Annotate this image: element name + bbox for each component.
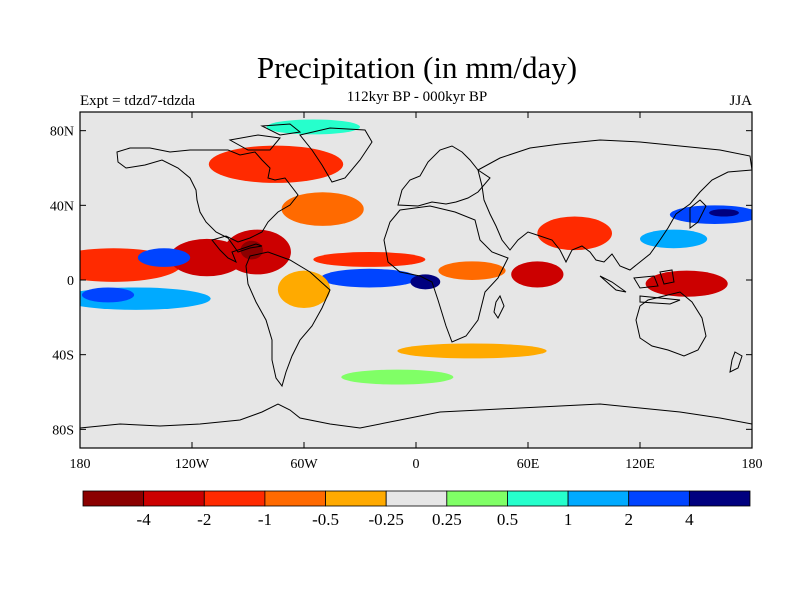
lon-tick-label: 180: [70, 457, 91, 472]
colorbar: [82, 490, 751, 507]
lon-tick-label: 0: [413, 457, 420, 472]
colorbar-swatch: [325, 490, 387, 507]
coastline-asia: [477, 139, 752, 271]
anomaly-s-pacific-wet-band: [80, 287, 211, 310]
coastline-arctic-islands: [228, 123, 302, 151]
lon-tick-label: 180: [742, 457, 763, 472]
colorbar-swatch: [446, 490, 508, 507]
colorbar-label: 0.5: [497, 510, 518, 529]
anomaly-west-pacific-wet: [640, 229, 708, 249]
anomaly-east-asia-wet-core: [709, 209, 739, 217]
lat-tick-label: 0: [67, 274, 74, 289]
coastline-layer: [80, 123, 752, 429]
coastline-japan: [689, 199, 707, 229]
anomaly-north-atlantic-dry: [281, 192, 364, 226]
coastline-new-zealand: [729, 351, 743, 373]
colorbar-labels: -4 -2 -1 -0.5 -0.25 0.25 0.5 1 2 4: [137, 510, 695, 529]
coastline-north-america: [116, 147, 299, 264]
chart-title: Precipitation (in mm/day): [256, 50, 578, 85]
axis-tick-labels: 80N 40N 0 40S 80S 180 120W 60W 0 60E 120E 180: [50, 125, 763, 472]
colorbar-label: -2: [197, 510, 211, 529]
lat-tick-label: 80N: [50, 125, 74, 140]
colorbar-label: 1: [564, 510, 573, 529]
anomaly-india-dry: [537, 216, 613, 251]
anomaly-pacific-itcz-wetter: [137, 248, 191, 267]
lat-tick-label: 40S: [52, 349, 74, 364]
coastline-europe: [397, 145, 491, 207]
lat-tick-label: 80S: [52, 423, 74, 438]
coastline-south-america: [245, 251, 331, 388]
colorbar-label: -0.5: [312, 510, 339, 529]
anomaly-layer: [80, 119, 752, 385]
anomaly-africa-dry: [438, 261, 506, 280]
colorbar-swatch: [203, 490, 266, 507]
coastline-africa: [383, 205, 509, 343]
anomaly-southern-ocean-wet: [341, 369, 454, 385]
anomaly-s-pacific-wet-core: [81, 287, 135, 303]
anomaly-atlantic-drier-north: [313, 252, 426, 267]
anomaly-southern-ocean-dry: [397, 343, 547, 359]
lon-tick-label: 120E: [625, 457, 655, 472]
colorbar-swatch: [567, 490, 630, 507]
anomaly-arctic-wet: [266, 119, 361, 135]
colorbar-label: -1: [258, 510, 272, 529]
coastline-greenland: [299, 127, 373, 183]
colorbar-label: 2: [624, 510, 633, 529]
coastline-antarctica: [80, 403, 752, 429]
colorbar-label: 0.25: [432, 510, 462, 529]
anomaly-maritime-dry: [645, 270, 728, 297]
chart-subtitle: 112kyr BP - 000kyr BP: [346, 89, 488, 105]
anomaly-south-america-dry: [277, 270, 331, 309]
anomaly-canada-dry: [208, 145, 344, 183]
colorbar-label: 4: [685, 510, 694, 529]
anomaly-atlantic-itcz-wetter: [320, 268, 418, 288]
colorbar-label: -4: [137, 510, 152, 529]
colorbar-swatch: [264, 490, 326, 507]
lon-tick-label: 60W: [290, 457, 318, 472]
axis-ticks: [79, 112, 753, 448]
colorbar-swatch: [688, 490, 751, 507]
colorbar-swatch: [82, 490, 145, 507]
season-label: JJA: [729, 93, 752, 109]
lon-tick-label: 60E: [517, 457, 540, 472]
coastline-madagascar: [493, 294, 505, 319]
experiment-label: Expt = tdzd7-tdzda: [80, 93, 196, 109]
anomaly-indian-ocean-dry: [511, 261, 564, 288]
anomaly-atlantic-itcz-core: [410, 274, 441, 290]
colorbar-swatch: [385, 490, 448, 507]
lon-tick-label: 120W: [175, 457, 210, 472]
lat-tick-label: 40N: [50, 199, 74, 214]
colorbar-swatch: [507, 490, 569, 507]
coastline-indonesia: [599, 269, 681, 305]
coastline-australia: [635, 291, 707, 357]
colorbar-swatch: [628, 490, 690, 507]
colorbar-swatch: [143, 490, 205, 507]
colorbar-label: -0.25: [368, 510, 403, 529]
